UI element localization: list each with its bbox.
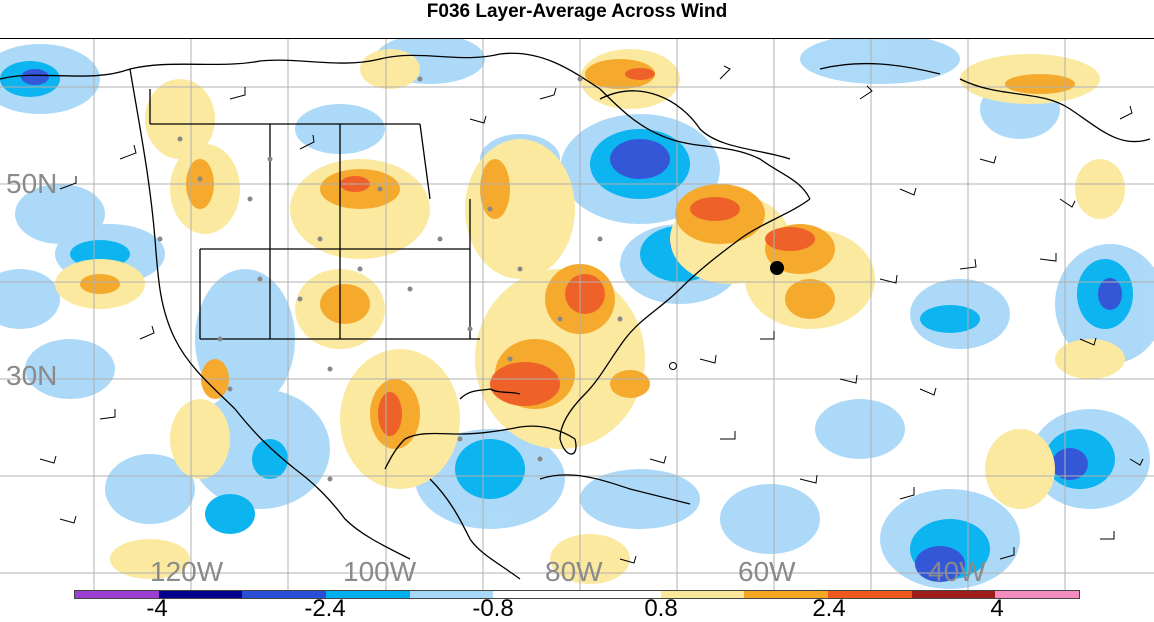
colorbar-segment: [158, 591, 243, 598]
lon-label-120w: 120W: [150, 556, 224, 587]
highlight-point: [770, 261, 784, 275]
colorbar-segment: [75, 591, 159, 598]
colorbar-segment: [409, 591, 494, 598]
map-panel: 50N 30N 120W 100W 80W 60W 40W: [0, 38, 1154, 590]
colorbar-label: -2.4: [304, 595, 346, 622]
colorbar-segment: [326, 591, 410, 598]
map-title: F036 Layer-Average Across Wind: [426, 1, 728, 22]
shaded-field: [0, 39, 1154, 589]
colorbar-segment: [995, 591, 1080, 598]
secondary-point: [669, 362, 677, 370]
colorbar-label: 0.8: [644, 595, 678, 622]
lat-lon-grid: [0, 39, 1154, 590]
colorbar-label: 4: [990, 595, 1004, 622]
colorbar-label: 2.4: [812, 595, 846, 622]
lon-label-80w: 80W: [545, 556, 603, 587]
station-markers: [157, 76, 623, 482]
wind-barbs: [39, 65, 1144, 564]
lon-label-40w: 40W: [928, 556, 986, 587]
colorbar-segment: [660, 591, 745, 598]
lon-label-100w: 100W: [343, 556, 417, 587]
colorbar-segment: [493, 591, 578, 598]
colorbar-segment: [828, 591, 912, 598]
colorbar-segment: [577, 591, 661, 598]
map-canvas: [0, 39, 1154, 590]
colorbar-label: -0.8: [472, 595, 514, 622]
colorbar-segment: [744, 591, 829, 598]
colorbar-segment: [242, 591, 327, 598]
coastlines: [0, 52, 1151, 580]
lon-label-60w: 60W: [738, 556, 796, 587]
colorbar-segment: [911, 591, 996, 598]
lat-label-50n: 50N: [6, 168, 58, 199]
lat-label-30n: 30N: [6, 360, 58, 391]
colorbar-label: -4: [146, 595, 168, 622]
colorbar: [74, 590, 1080, 599]
